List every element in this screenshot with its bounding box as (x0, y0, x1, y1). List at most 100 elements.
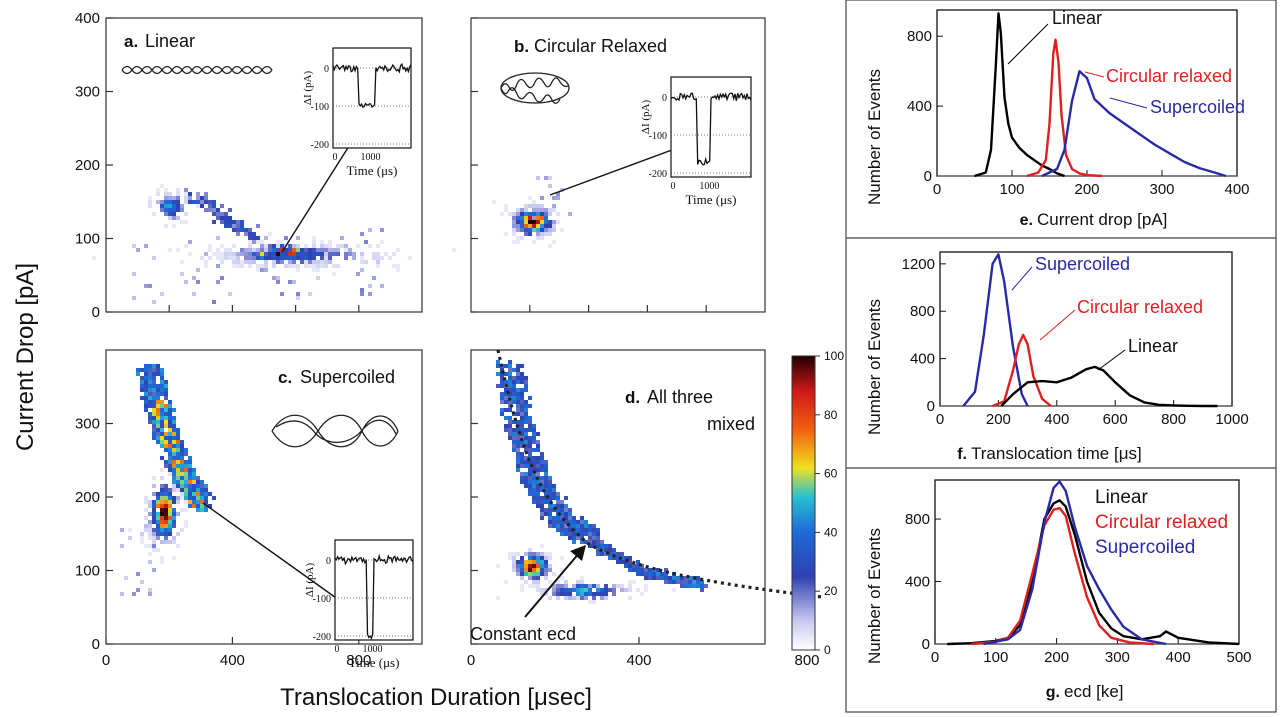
colorbar-tick-label: 60 (824, 467, 838, 481)
panel-e-label-supercoiled: Supercoiled (1150, 97, 1245, 117)
panel-f-label-supercoiled: Supercoiled (1035, 254, 1130, 274)
heat-cell (172, 408, 176, 412)
heat-cell (512, 240, 516, 244)
heat-cell (204, 504, 208, 508)
heat-cell (152, 568, 156, 572)
heat-cell (220, 204, 224, 208)
heat-cell (552, 496, 556, 500)
heat-cell (224, 224, 228, 228)
heat-cell (544, 208, 548, 212)
heat-cell (520, 400, 524, 404)
heat-cell (536, 576, 540, 580)
heat-cell (248, 232, 252, 236)
heat-cell (144, 380, 148, 384)
heat-cell (212, 300, 216, 304)
heat-cell (248, 260, 252, 264)
heat-cell (544, 552, 548, 556)
heat-cell (156, 496, 160, 500)
heat-cell (576, 588, 580, 592)
panel-f-label-linear: Linear (1128, 336, 1178, 356)
heat-cell (656, 576, 660, 580)
heat-cell (172, 196, 176, 200)
heat-cell (680, 584, 684, 588)
heat-cell (496, 372, 500, 376)
heat-cell (144, 400, 148, 404)
inset-x-tick-label: 1000 (699, 181, 719, 192)
heat-cell (524, 416, 528, 420)
heat-cell (168, 500, 172, 504)
heat-cell (172, 208, 176, 212)
heat-cell (152, 516, 156, 520)
heat-cell (220, 216, 224, 220)
heat-cell (556, 220, 560, 224)
x-tick-label: 0 (936, 411, 944, 428)
heat-cell (188, 496, 192, 500)
heat-cell (144, 544, 148, 548)
heat-cell (552, 520, 556, 524)
heat-cell (332, 252, 336, 256)
heat-cell (160, 424, 164, 428)
heat-cell (528, 564, 532, 568)
heat-cell (500, 400, 504, 404)
heat-cell (360, 252, 364, 256)
heat-cell (344, 252, 348, 256)
heat-cell (540, 456, 544, 460)
heat-cell (288, 244, 292, 248)
heat-cell (576, 528, 580, 532)
heat-cell (512, 428, 516, 432)
heat-cell (496, 360, 500, 364)
heat-cell (172, 448, 176, 452)
heat-cell (532, 556, 536, 560)
heat-cell (212, 212, 216, 216)
heat-cell (364, 260, 368, 264)
heat-cell (612, 548, 616, 552)
heat-cell (168, 212, 172, 216)
heat-cell (196, 500, 200, 504)
heat-cell (512, 376, 516, 380)
heat-cell (536, 224, 540, 228)
heat-cell (564, 532, 568, 536)
heat-cell (220, 220, 224, 224)
y-tick-label: 800 (910, 303, 935, 320)
heat-cell (600, 544, 604, 548)
heat-cell (272, 264, 276, 268)
heat-cell (548, 220, 552, 224)
heat-cell (500, 384, 504, 388)
heat-cell (580, 536, 584, 540)
heat-cell (372, 252, 376, 256)
heat-cell (512, 224, 516, 228)
heat-cell (604, 548, 608, 552)
heat-cell (228, 256, 232, 260)
panel-c-title: Supercoiled (300, 367, 395, 387)
heat-cell (524, 380, 528, 384)
heat-cell (148, 536, 152, 540)
heat-cell (616, 552, 620, 556)
heat-cell (160, 524, 164, 528)
heat-cell (508, 372, 512, 376)
heat-cell (552, 484, 556, 488)
heat-cell (552, 584, 556, 588)
heat-cell (572, 532, 576, 536)
heat-cell (176, 208, 180, 212)
heat-cell (252, 240, 256, 244)
heat-cell (668, 580, 672, 584)
heat-cell (568, 596, 572, 600)
heat-cell (168, 464, 172, 468)
heat-cell (188, 480, 192, 484)
heat-cell (360, 292, 364, 296)
heat-cell (544, 480, 548, 484)
heat-cell (296, 268, 300, 272)
heat-cell (512, 560, 516, 564)
heat-cell (528, 488, 532, 492)
heat-cell (216, 236, 220, 240)
heat-cell (536, 444, 540, 448)
heat-cell (536, 176, 540, 180)
heat-cell (152, 368, 156, 372)
heat-cell (260, 252, 264, 256)
heat-cell (352, 256, 356, 260)
heat-cell (284, 252, 288, 256)
heat-cell (184, 196, 188, 200)
heat-cell (160, 540, 164, 544)
heat-cell (164, 440, 168, 444)
